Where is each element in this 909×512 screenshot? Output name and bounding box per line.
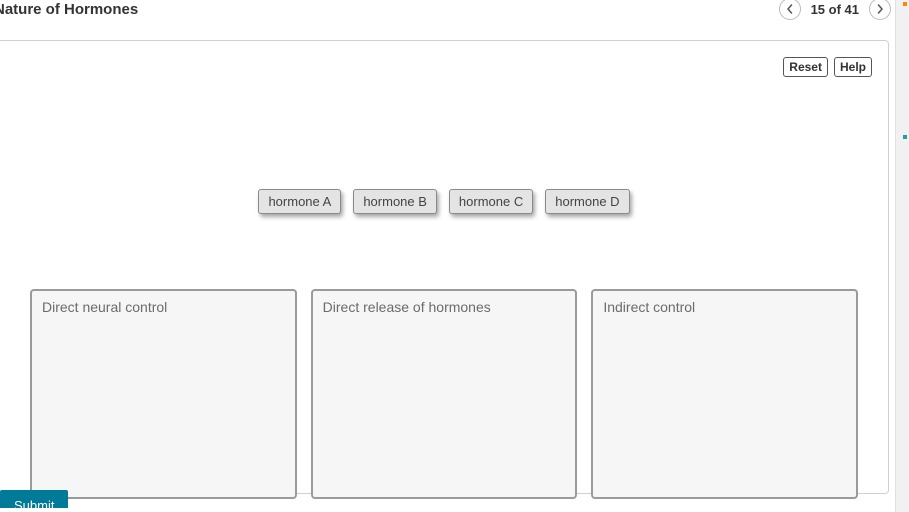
submit-bar: Submit xyxy=(0,490,68,512)
drop-zone-label: Direct neural control xyxy=(42,299,285,315)
page-root: Nature of Hormones 15 of 41 Reset Help h… xyxy=(0,0,909,512)
drop-zone-label: Direct release of hormones xyxy=(323,299,566,315)
draggable-row: hormone A hormone B hormone C hormone D xyxy=(0,189,888,214)
draggable-chip[interactable]: hormone C xyxy=(449,189,533,214)
pager: 15 of 41 xyxy=(779,0,891,20)
panel-actions: Reset Help xyxy=(783,57,872,77)
reset-button[interactable]: Reset xyxy=(783,57,828,77)
prev-button[interactable] xyxy=(779,0,801,20)
drop-zone[interactable]: Direct release of hormones xyxy=(311,289,578,499)
page-title: Nature of Hormones xyxy=(0,1,138,18)
pager-text: 15 of 41 xyxy=(811,2,859,17)
drop-zone[interactable]: Direct neural control xyxy=(30,289,297,499)
submit-button[interactable]: Submit xyxy=(0,490,68,508)
marker-icon xyxy=(903,135,907,139)
header: Nature of Hormones 15 of 41 xyxy=(0,0,909,18)
help-button[interactable]: Help xyxy=(834,57,872,77)
scrollbar[interactable] xyxy=(895,0,909,512)
activity-panel: Reset Help hormone A hormone B hormone C… xyxy=(0,40,889,494)
chevron-right-icon xyxy=(875,4,885,14)
draggable-chip[interactable]: hormone B xyxy=(353,189,437,214)
drop-zone[interactable]: Indirect control xyxy=(591,289,858,499)
next-button[interactable] xyxy=(869,0,891,20)
marker-icon xyxy=(903,2,907,6)
chevron-left-icon xyxy=(785,4,795,14)
drop-zone-label: Indirect control xyxy=(603,299,846,315)
drop-row: Direct neural control Direct release of … xyxy=(30,289,858,499)
scrollbar-track xyxy=(898,0,907,512)
draggable-chip[interactable]: hormone A xyxy=(258,189,341,214)
draggable-chip[interactable]: hormone D xyxy=(545,189,629,214)
